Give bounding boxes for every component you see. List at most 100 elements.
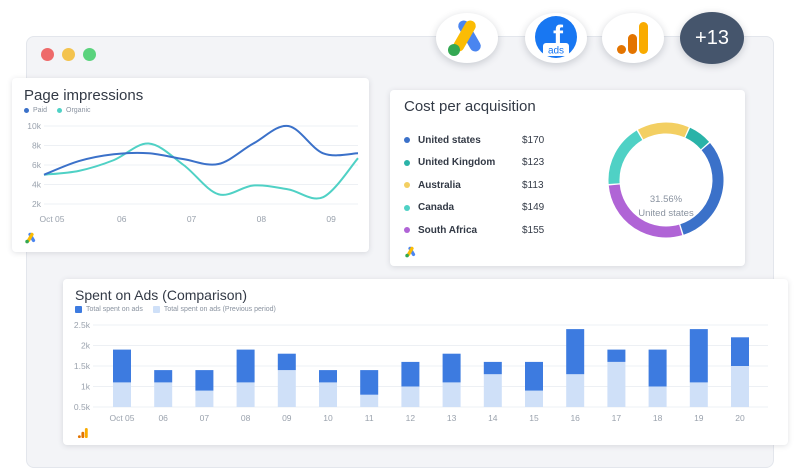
x-tick-label: 10 xyxy=(323,413,333,423)
x-tick-label: 16 xyxy=(570,413,580,423)
cpa-country: United Kingdom xyxy=(418,157,496,168)
legend-current-period: Total spent on ads xyxy=(75,306,143,313)
donut-slice[interactable] xyxy=(608,130,643,185)
current-period-bar[interactable] xyxy=(731,337,749,366)
cpa-value: $123 xyxy=(522,157,545,168)
country-dot-icon xyxy=(404,227,410,233)
y-tick-label: 4k xyxy=(32,180,42,190)
donut-slice[interactable] xyxy=(685,127,710,150)
previous-period-bar[interactable] xyxy=(607,361,626,407)
cpa-row: United states $170 xyxy=(404,132,544,148)
cpa-value: $113 xyxy=(522,179,544,191)
google-ads-badge[interactable] xyxy=(436,13,498,63)
donut-label: United states xyxy=(638,208,694,219)
x-tick-label: 07 xyxy=(187,214,197,224)
previous-period-bar[interactable] xyxy=(360,394,379,407)
current-period-bar[interactable] xyxy=(648,349,667,387)
y-tick-label: 6k xyxy=(32,160,42,170)
google-analytics-icon xyxy=(77,427,88,439)
minimize-window-dot[interactable] xyxy=(62,48,75,61)
donut-slice[interactable] xyxy=(608,184,683,238)
current-period-bar[interactable] xyxy=(360,370,379,395)
y-tick-label: 2k xyxy=(81,341,91,351)
current-period-bar[interactable] xyxy=(401,361,420,387)
x-tick-label: 11 xyxy=(365,413,374,423)
x-tick-label: 20 xyxy=(735,413,745,423)
previous-period-bar[interactable] xyxy=(483,374,502,407)
cpa-row: Australia $113 xyxy=(404,177,544,193)
current-period-bar[interactable] xyxy=(607,349,626,362)
google-ads-icon xyxy=(25,232,36,244)
maximize-window-dot[interactable] xyxy=(83,48,96,61)
page-impressions-legend: Paid Organic xyxy=(24,107,91,114)
close-window-dot[interactable] xyxy=(41,48,54,61)
cpa-title: Cost per acquisition xyxy=(404,98,536,115)
previous-period-bar[interactable] xyxy=(566,374,585,407)
current-period-bar[interactable] xyxy=(154,370,173,383)
facebook-ads-icon: f ads xyxy=(535,16,577,58)
previous-period-bar[interactable] xyxy=(277,370,296,407)
google-ads-icon xyxy=(405,246,416,258)
current-period-bar[interactable] xyxy=(195,370,214,391)
y-tick-label: 8k xyxy=(32,141,42,151)
legend-paid: Paid xyxy=(24,107,47,114)
google-analytics-badge[interactable] xyxy=(602,13,664,63)
spent-on-ads-title: Spent on Ads (Comparison) xyxy=(75,287,247,303)
donut-slice[interactable] xyxy=(637,122,689,140)
current-period-bar[interactable] xyxy=(442,353,461,383)
page-impressions-title: Page impressions xyxy=(24,87,144,104)
legend-organic: Organic xyxy=(57,107,91,114)
y-tick-label: 2k xyxy=(32,199,42,209)
x-tick-label: 18 xyxy=(653,413,663,423)
current-period-bar[interactable] xyxy=(566,329,585,375)
current-period-bar[interactable] xyxy=(277,353,296,371)
cpa-donut-chart: 31.56% United states xyxy=(608,122,724,238)
x-tick-label: 13 xyxy=(447,413,457,423)
current-period-bar[interactable] xyxy=(483,361,502,375)
cpa-row: South Africa $155 xyxy=(404,222,544,238)
google-analytics-icon xyxy=(617,22,648,54)
previous-period-bar[interactable] xyxy=(648,386,667,408)
x-tick-label: Oct 05 xyxy=(109,413,134,423)
country-dot-icon xyxy=(404,204,410,211)
x-tick-label: 17 xyxy=(612,413,622,423)
cpa-row: United Kingdom $123 xyxy=(404,155,544,171)
previous-period-bar[interactable] xyxy=(442,382,461,407)
current-period-bar[interactable] xyxy=(525,361,543,391)
current-period-bar[interactable] xyxy=(689,329,708,383)
legend-dot-icon xyxy=(57,108,63,113)
x-tick-label: 08 xyxy=(257,214,267,224)
legend-current-label: Total spent on ads xyxy=(86,306,143,313)
page-impressions-chart: 10k 8k 6k 4k 2k Oct 05 06 07 08 09 xyxy=(27,121,359,224)
cpa-country: Australia xyxy=(418,179,461,191)
cpa-row: Canada $149 xyxy=(404,200,544,216)
y-tick-label: 1k xyxy=(81,382,91,392)
x-tick-label: Oct 05 xyxy=(39,214,64,224)
donut-slice[interactable] xyxy=(680,143,724,235)
spent-on-ads-chart: 2.5k 2k 1.5k 1k 0.5k Oct 05 06 07 08 09 10 11 12 13 1… xyxy=(74,320,768,423)
previous-period-bar[interactable] xyxy=(525,390,543,407)
previous-period-bar[interactable] xyxy=(113,382,131,407)
previous-period-bar[interactable] xyxy=(401,386,420,408)
previous-period-bar[interactable] xyxy=(319,382,337,407)
previous-period-bar[interactable] xyxy=(236,382,255,407)
y-tick-label: 2.5k xyxy=(74,320,91,330)
facebook-ads-label: ads xyxy=(548,46,564,57)
y-tick-label: 1.5k xyxy=(74,361,91,371)
current-period-bar[interactable] xyxy=(236,349,255,383)
previous-period-bar[interactable] xyxy=(731,366,749,407)
spent-on-ads-card: Spent on Ads (Comparison) Total spent on… xyxy=(63,279,788,445)
more-integrations-badge[interactable]: +13 xyxy=(680,12,744,64)
legend-previous-period: Total spent on ads (Previous period) xyxy=(152,306,276,313)
x-tick-label: 09 xyxy=(326,214,336,224)
previous-period-bar[interactable] xyxy=(689,382,708,407)
facebook-ads-badge[interactable]: f ads xyxy=(525,13,587,63)
window-titlebar xyxy=(27,37,773,71)
x-tick-label: 09 xyxy=(282,413,292,423)
previous-period-bar[interactable] xyxy=(195,390,214,407)
current-period-bar[interactable] xyxy=(113,349,131,383)
x-tick-label: 07 xyxy=(200,413,210,423)
organic-series-line xyxy=(43,142,359,200)
previous-period-bar[interactable] xyxy=(154,382,173,407)
current-period-bar[interactable] xyxy=(319,370,337,383)
